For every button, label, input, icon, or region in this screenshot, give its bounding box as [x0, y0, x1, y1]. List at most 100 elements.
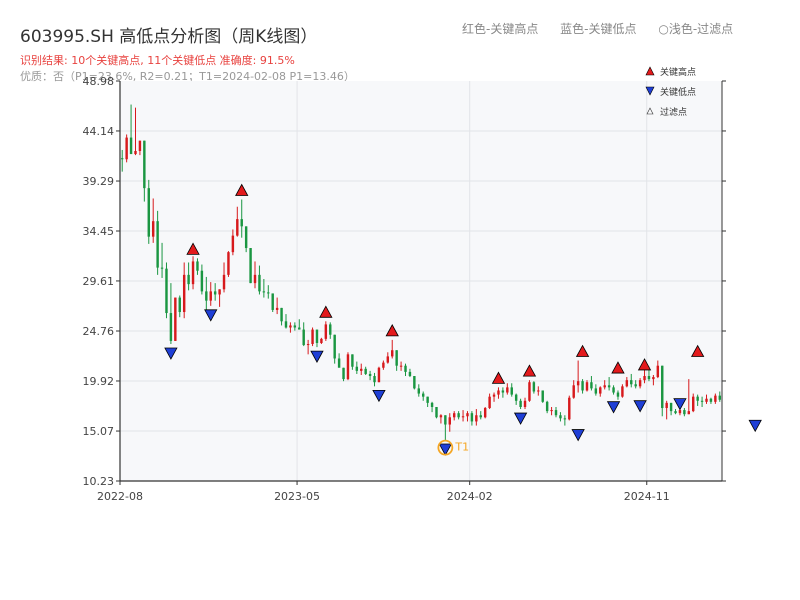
- candle-body: [510, 387, 513, 395]
- candle-body: [669, 402, 673, 412]
- candle-body: [545, 401, 549, 412]
- candle-body: [209, 291, 212, 301]
- candle-body: [227, 252, 230, 275]
- candle-body: [236, 219, 239, 236]
- candle-body: [665, 402, 668, 409]
- candle-body: [182, 274, 186, 313]
- y-tick-label: 39.29: [83, 175, 115, 188]
- candle-body: [612, 387, 615, 393]
- candle-body: [568, 397, 571, 420]
- y-tick-label: 48.98: [83, 75, 115, 88]
- candle-body: [576, 381, 580, 386]
- key-high-marker: [491, 371, 506, 384]
- candle-body: [191, 261, 195, 285]
- candle-body: [364, 368, 367, 374]
- candle-body: [461, 416, 465, 418]
- y-tick-label: 19.92: [83, 375, 115, 388]
- candle-body: [262, 291, 266, 293]
- candle-body: [581, 381, 584, 391]
- key-high-marker: [575, 344, 590, 357]
- candle-body: [271, 293, 274, 310]
- candle-body: [342, 367, 345, 380]
- y-tick-label: 15.07: [83, 425, 115, 438]
- legend-filtered-text: ○浅色-过滤点: [658, 22, 734, 36]
- candle-body: [532, 382, 536, 392]
- candle-body: [346, 354, 350, 380]
- candle-body: [147, 188, 150, 237]
- candle-body: [315, 329, 319, 343]
- x-tick-label: 2022-08: [97, 490, 143, 503]
- key-high-marker: [611, 361, 625, 374]
- candle-body: [585, 382, 589, 391]
- t1-marker: [437, 439, 454, 456]
- candle-body: [240, 219, 243, 227]
- legend-low-label: 关键低点: [660, 86, 696, 98]
- key-low-marker: [438, 443, 453, 456]
- candle-body: [187, 274, 190, 285]
- candle-body: [138, 140, 142, 151]
- y-tick-label: 44.14: [83, 125, 115, 138]
- quality-line: 优质：否（P1=23.6%, R2=0.21；T1=2024-02-08 P1=…: [20, 70, 355, 83]
- candle-body: [599, 387, 602, 394]
- candle-body: [302, 329, 305, 346]
- candle-body: [594, 388, 598, 394]
- candle-body: [466, 413, 469, 417]
- candle-body: [298, 327, 301, 330]
- candle-body: [687, 411, 691, 415]
- legend-high-text: 红色-关键高点: [462, 22, 539, 36]
- candle-body: [656, 365, 660, 378]
- candle-body: [572, 385, 575, 398]
- candle-body: [200, 270, 204, 292]
- key-high-marker: [385, 324, 399, 337]
- key-low-marker: [606, 401, 621, 414]
- key-low-marker: [513, 412, 528, 425]
- candle-body: [563, 418, 567, 420]
- key-low-marker: [571, 429, 585, 442]
- candle-body: [714, 395, 717, 402]
- candle-body: [523, 400, 527, 407]
- candle-body: [630, 380, 633, 385]
- candle-body: [351, 354, 354, 367]
- candle-body: [368, 373, 372, 377]
- candle-body: [678, 410, 682, 414]
- candle-body: [528, 382, 531, 401]
- candle-body: [700, 400, 704, 402]
- legend-filtered-label: 浅色-过滤点: [668, 22, 734, 36]
- key-high-marker: [522, 364, 537, 377]
- candle-body: [289, 325, 292, 328]
- key-low-marker: [372, 389, 386, 403]
- t1-label: T1: [454, 441, 469, 454]
- candle-body: [408, 371, 412, 377]
- candle-body: [244, 226, 248, 249]
- candle-body: [399, 365, 403, 367]
- candle-body: [156, 221, 159, 268]
- candle-body: [284, 321, 288, 328]
- key-low-marker: [748, 419, 762, 433]
- candle-body: [661, 365, 664, 409]
- candle-body: [125, 137, 128, 160]
- candle-body: [647, 376, 651, 380]
- candle-body: [213, 291, 217, 295]
- candle-body: [222, 274, 226, 290]
- candle-body: [258, 274, 261, 292]
- candle-body: [129, 137, 133, 155]
- candle-body: [554, 410, 558, 416]
- legend-low-text: 蓝色-关键低点: [560, 22, 637, 36]
- candle-body: [143, 140, 146, 189]
- candle-body: [439, 415, 443, 418]
- key-low-marker: [673, 398, 687, 411]
- candle-body: [718, 395, 722, 400]
- candle-body: [435, 406, 438, 418]
- candle-body: [421, 393, 425, 397]
- candle-body: [306, 344, 310, 346]
- key-low-marker: [164, 347, 178, 360]
- candle-body: [320, 338, 323, 343]
- candle-body: [616, 392, 620, 397]
- x-tick-label: 2023-05: [274, 490, 320, 503]
- candle-body: [205, 291, 208, 301]
- candle-body: [386, 356, 390, 363]
- candle-body: [559, 415, 562, 419]
- key-high-marker: [690, 344, 705, 357]
- candle-body: [249, 248, 252, 284]
